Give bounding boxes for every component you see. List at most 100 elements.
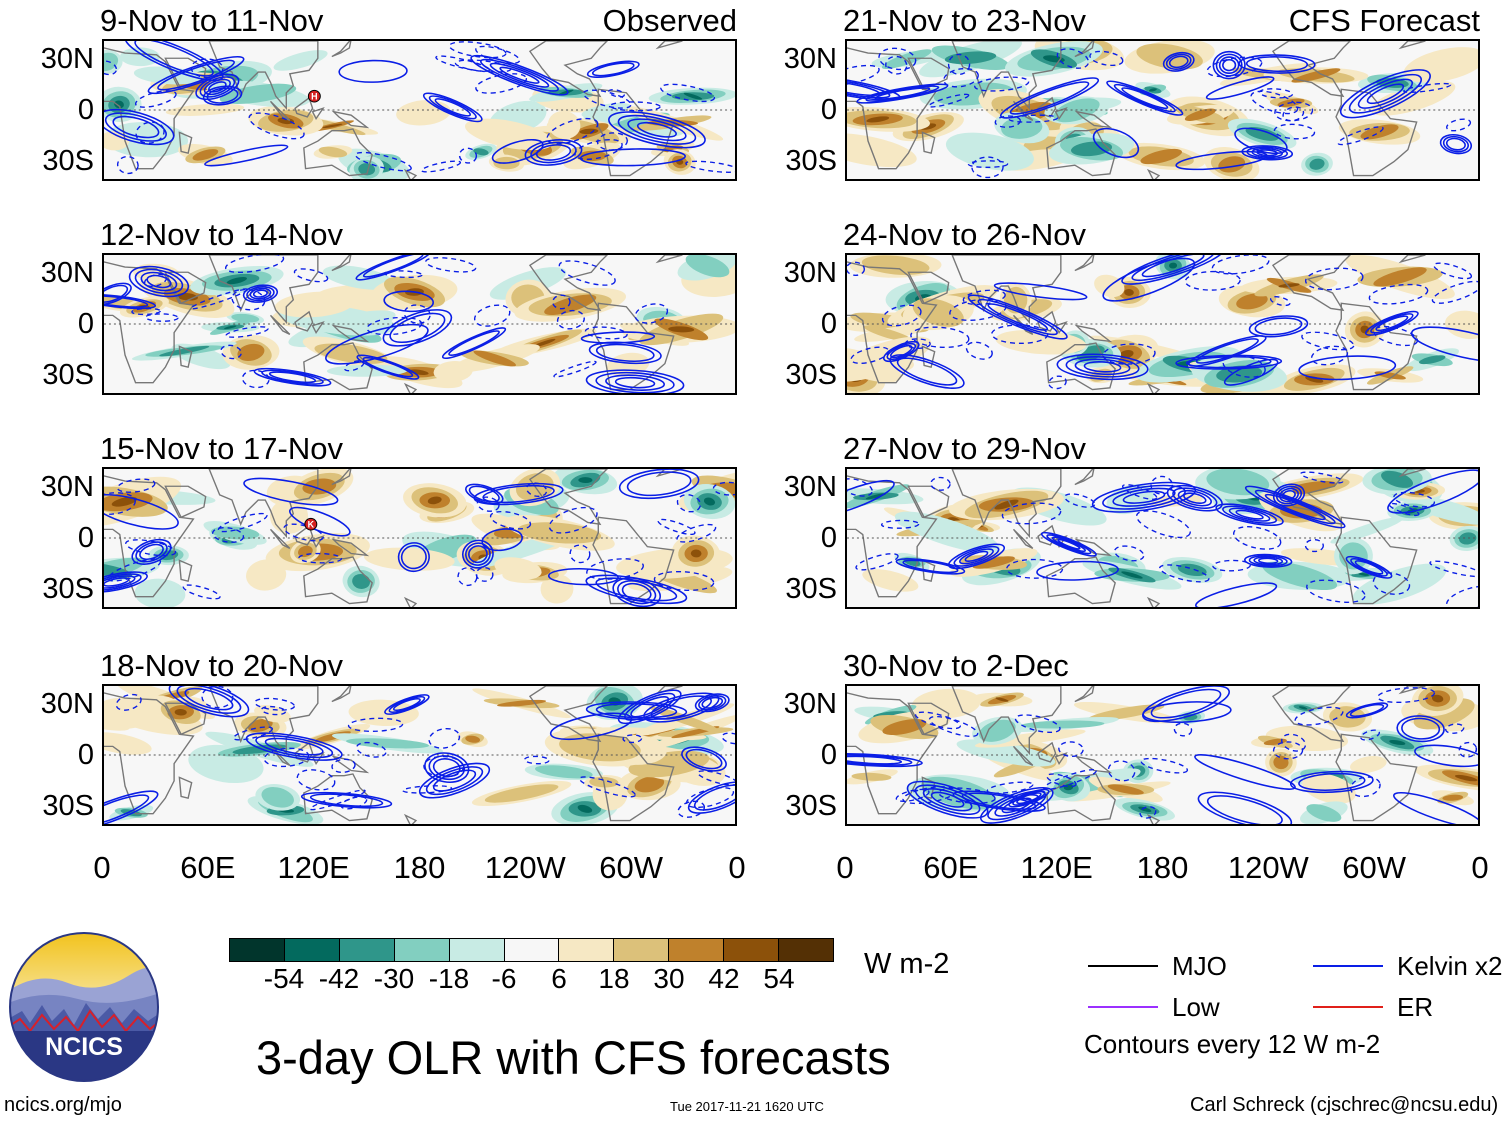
kelvin-contour — [104, 284, 129, 303]
kelvin-contour — [146, 274, 172, 289]
kelvin-contour — [204, 144, 289, 167]
footer-url[interactable]: ncics.org/mjo — [4, 1094, 122, 1116]
colorbar-swatch — [723, 939, 779, 961]
coastline — [1046, 556, 1116, 605]
negative-contour — [211, 526, 245, 543]
colorbar-swatch — [558, 939, 614, 961]
negative-contour — [1433, 262, 1473, 280]
olr-anomaly-patch — [683, 92, 703, 100]
negative-contour — [1222, 354, 1266, 378]
negative-contour — [553, 360, 597, 378]
kelvin-contour — [434, 98, 472, 117]
coastline — [921, 131, 936, 154]
kelvin-contour — [1439, 133, 1473, 155]
negative-contour — [634, 303, 669, 324]
coastline — [164, 485, 207, 519]
olr-anomaly-patch — [328, 318, 387, 333]
colorbar — [229, 938, 834, 962]
negative-contour — [556, 309, 585, 330]
colorbar-tick-label: 30 — [653, 963, 685, 994]
kelvin-contour — [1102, 484, 1186, 510]
negative-contour — [1350, 776, 1381, 798]
olr-anomaly-patch — [1206, 469, 1270, 496]
kelvin-contour — [104, 108, 175, 146]
negative-contour — [657, 518, 696, 536]
kelvin-contour — [264, 737, 324, 756]
kelvin-contour — [524, 139, 583, 166]
negative-contour — [847, 64, 880, 86]
kelvin-contour — [1175, 354, 1283, 370]
negative-contour — [1431, 280, 1478, 304]
latitude-label: 0 — [820, 94, 837, 126]
negative-contour — [685, 786, 735, 809]
coastline — [294, 310, 314, 332]
panel-title: 27-Nov to 29-Nov — [843, 431, 1086, 466]
negative-contour — [1304, 267, 1364, 291]
olr-anomaly-patch — [484, 784, 559, 803]
coastline — [1037, 310, 1057, 332]
coastline — [178, 559, 193, 582]
kelvin-contour — [1036, 560, 1119, 581]
kelvin-contour — [157, 59, 235, 91]
negative-contour — [1233, 526, 1282, 550]
negative-contour — [962, 289, 1006, 306]
longitude-label: 120E — [1020, 850, 1093, 885]
kelvin-contour — [1272, 483, 1306, 507]
kelvin-contour — [535, 144, 572, 161]
storm-marker-label: K — [308, 520, 315, 530]
negative-contour — [1206, 56, 1263, 78]
kelvin-contour — [104, 577, 130, 587]
map-panel — [845, 253, 1480, 395]
kelvin-contour — [1401, 717, 1441, 740]
kelvin-contour — [243, 477, 339, 506]
coastline — [1037, 741, 1057, 763]
latitude-label: 30N — [783, 688, 837, 720]
negative-contour — [608, 88, 625, 98]
olr-anomaly-patch — [1442, 794, 1464, 801]
kelvin-contour — [585, 369, 685, 393]
coastline — [1271, 686, 1352, 743]
colorbar-tick-label: -54 — [263, 963, 305, 994]
negative-contour — [1368, 283, 1429, 305]
coastline — [1074, 110, 1113, 129]
coastline — [164, 271, 207, 305]
kelvin-contour — [643, 692, 720, 723]
negative-contour — [1173, 722, 1193, 737]
longitude-label: 120E — [277, 850, 350, 885]
map-panel — [845, 467, 1480, 609]
kelvin-contour — [468, 485, 500, 503]
kelvin-contour — [847, 80, 881, 97]
olr-anomaly-patch — [104, 131, 130, 151]
kelvin-contour — [930, 791, 965, 808]
kelvin-contour — [847, 753, 923, 768]
kelvin-contour — [847, 754, 913, 766]
negative-contour — [248, 112, 305, 140]
kelvin-contour — [202, 85, 243, 106]
latitude-label: 30S — [42, 573, 94, 605]
olr-anomaly-patch — [634, 776, 665, 793]
kelvin-contour — [252, 289, 268, 298]
kelvin-contour — [999, 77, 1100, 119]
coastline — [1012, 100, 1034, 121]
kelvin-contour — [246, 286, 275, 302]
kelvin-contour — [1175, 150, 1268, 171]
olr-anomaly-patch — [322, 265, 395, 290]
kelvin-contour — [255, 735, 334, 759]
negative-contour — [224, 255, 285, 274]
olr-anomaly-patch — [352, 573, 371, 589]
kelvin-contour — [964, 550, 989, 562]
coastline — [331, 538, 370, 557]
coastline — [1012, 745, 1034, 766]
negative-contour — [232, 726, 274, 741]
olr-anomaly-patch — [1184, 108, 1216, 121]
kelvin-contour — [1046, 534, 1092, 555]
negative-contour — [943, 67, 979, 88]
negative-contour — [1107, 760, 1136, 782]
olr-anomaly-patch — [246, 559, 287, 591]
negative-contour — [586, 558, 644, 580]
latitude-label: 0 — [820, 739, 837, 771]
coastline — [178, 776, 193, 799]
kelvin-contour — [1102, 257, 1196, 302]
kelvin-contour — [388, 696, 426, 713]
coastline — [1074, 686, 1095, 703]
